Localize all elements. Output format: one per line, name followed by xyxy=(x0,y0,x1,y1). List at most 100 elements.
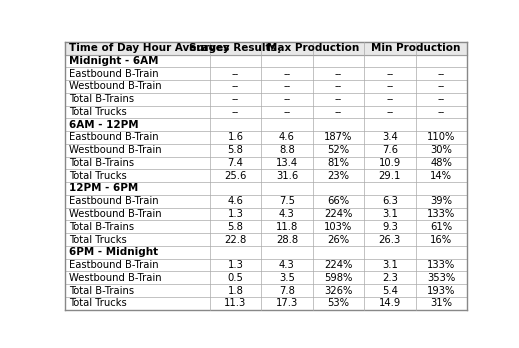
Bar xyxy=(65,42,467,55)
Text: 8.8: 8.8 xyxy=(279,145,295,155)
Text: 48%: 48% xyxy=(430,158,452,168)
Text: --: -- xyxy=(438,94,445,104)
Text: 6PM - Midnight: 6PM - Midnight xyxy=(69,247,158,257)
Text: 4.3: 4.3 xyxy=(279,260,295,270)
Text: 6.3: 6.3 xyxy=(382,196,398,206)
Text: 11.8: 11.8 xyxy=(276,222,298,232)
Text: --: -- xyxy=(232,107,239,117)
Text: 598%: 598% xyxy=(324,273,352,283)
Text: 23%: 23% xyxy=(327,171,349,181)
Text: 3.4: 3.4 xyxy=(382,133,398,142)
Text: Min Production: Min Production xyxy=(371,43,460,53)
Text: Midnight - 6AM: Midnight - 6AM xyxy=(69,56,158,66)
Text: Westbound B-Train: Westbound B-Train xyxy=(69,81,161,92)
Text: --: -- xyxy=(283,94,291,104)
Text: 12PM - 6PM: 12PM - 6PM xyxy=(69,183,138,193)
Text: 13.4: 13.4 xyxy=(276,158,298,168)
Text: 4.6: 4.6 xyxy=(279,133,295,142)
Text: 16%: 16% xyxy=(430,235,453,245)
Text: 26.3: 26.3 xyxy=(379,235,401,245)
Text: 224%: 224% xyxy=(324,260,352,270)
Text: 30%: 30% xyxy=(430,145,452,155)
Text: 31.6: 31.6 xyxy=(276,171,298,181)
Text: --: -- xyxy=(438,69,445,79)
Text: --: -- xyxy=(232,69,239,79)
Text: 39%: 39% xyxy=(430,196,453,206)
Text: 110%: 110% xyxy=(427,133,456,142)
Text: --: -- xyxy=(438,81,445,92)
Text: --: -- xyxy=(386,94,393,104)
Text: 53%: 53% xyxy=(327,298,349,308)
Text: Survey Results¸: Survey Results¸ xyxy=(189,43,282,53)
Text: 7.6: 7.6 xyxy=(382,145,398,155)
Text: Total B-Trains: Total B-Trains xyxy=(69,222,134,232)
Text: 224%: 224% xyxy=(324,209,352,219)
Text: Total B-Trains: Total B-Trains xyxy=(69,286,134,295)
Text: 193%: 193% xyxy=(427,286,456,295)
Text: 9.3: 9.3 xyxy=(382,222,398,232)
Text: 3.5: 3.5 xyxy=(279,273,295,283)
Text: --: -- xyxy=(335,94,342,104)
Text: 103%: 103% xyxy=(324,222,352,232)
Text: 29.1: 29.1 xyxy=(379,171,401,181)
Text: Westbound B-Train: Westbound B-Train xyxy=(69,273,161,283)
Text: Time of Day Hour Averages: Time of Day Hour Averages xyxy=(69,43,229,53)
Text: 133%: 133% xyxy=(427,209,456,219)
Text: --: -- xyxy=(283,81,291,92)
Text: 26%: 26% xyxy=(327,235,349,245)
Text: 4.6: 4.6 xyxy=(227,196,243,206)
Text: Eastbound B-Train: Eastbound B-Train xyxy=(69,133,158,142)
Text: 4.3: 4.3 xyxy=(279,209,295,219)
Text: 7.5: 7.5 xyxy=(279,196,295,206)
Text: --: -- xyxy=(232,81,239,92)
Text: 28.8: 28.8 xyxy=(276,235,298,245)
Text: 6AM - 12PM: 6AM - 12PM xyxy=(69,120,139,130)
Text: 52%: 52% xyxy=(327,145,349,155)
Text: 81%: 81% xyxy=(327,158,349,168)
Text: Total Trucks: Total Trucks xyxy=(69,107,127,117)
Text: --: -- xyxy=(283,107,291,117)
Text: 3.1: 3.1 xyxy=(382,209,398,219)
Text: 1.3: 1.3 xyxy=(227,260,243,270)
Text: 7.4: 7.4 xyxy=(227,158,243,168)
Text: 5.8: 5.8 xyxy=(227,145,243,155)
Text: --: -- xyxy=(386,69,393,79)
Text: 7.8: 7.8 xyxy=(279,286,295,295)
Text: Total Trucks: Total Trucks xyxy=(69,298,127,308)
Text: 14%: 14% xyxy=(430,171,453,181)
Text: Westbound B-Train: Westbound B-Train xyxy=(69,145,161,155)
Text: 61%: 61% xyxy=(430,222,453,232)
Text: --: -- xyxy=(283,69,291,79)
Text: 14.9: 14.9 xyxy=(379,298,401,308)
Text: 66%: 66% xyxy=(327,196,349,206)
Text: 1.6: 1.6 xyxy=(227,133,243,142)
Text: Total Trucks: Total Trucks xyxy=(69,171,127,181)
Text: --: -- xyxy=(232,94,239,104)
Text: Total B-Trains: Total B-Trains xyxy=(69,158,134,168)
Text: 17.3: 17.3 xyxy=(276,298,298,308)
Text: Westbound B-Train: Westbound B-Train xyxy=(69,209,161,219)
Text: 187%: 187% xyxy=(324,133,352,142)
Text: 133%: 133% xyxy=(427,260,456,270)
Text: 326%: 326% xyxy=(324,286,352,295)
Text: --: -- xyxy=(438,107,445,117)
Text: Eastbound B-Train: Eastbound B-Train xyxy=(69,69,158,79)
Text: 2.3: 2.3 xyxy=(382,273,398,283)
Text: 3.1: 3.1 xyxy=(382,260,398,270)
Text: 22.8: 22.8 xyxy=(224,235,247,245)
Text: 11.3: 11.3 xyxy=(224,298,247,308)
Text: --: -- xyxy=(386,81,393,92)
Text: 5.8: 5.8 xyxy=(227,222,243,232)
Text: 1.3: 1.3 xyxy=(227,209,243,219)
Text: Eastbound B-Train: Eastbound B-Train xyxy=(69,196,158,206)
Text: 1.8: 1.8 xyxy=(227,286,243,295)
Text: 10.9: 10.9 xyxy=(379,158,401,168)
Text: Max Production: Max Production xyxy=(267,43,359,53)
Text: Total B-Trains: Total B-Trains xyxy=(69,94,134,104)
Text: 0.5: 0.5 xyxy=(227,273,243,283)
Text: 31%: 31% xyxy=(430,298,453,308)
Text: --: -- xyxy=(386,107,393,117)
Text: --: -- xyxy=(335,69,342,79)
Text: --: -- xyxy=(335,81,342,92)
Text: Eastbound B-Train: Eastbound B-Train xyxy=(69,260,158,270)
